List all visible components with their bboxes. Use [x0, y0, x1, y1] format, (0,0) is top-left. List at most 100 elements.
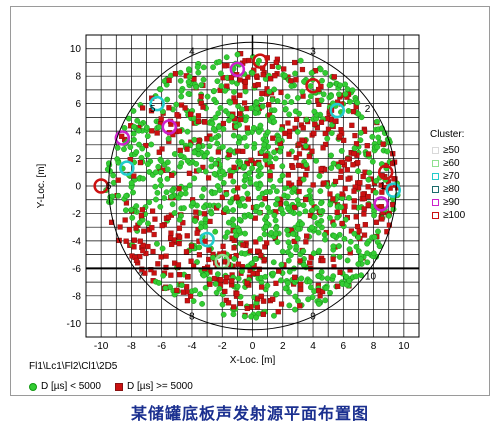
red-square-point: [307, 260, 313, 266]
green-circle-point: [128, 207, 135, 213]
green-circle-point: [258, 96, 265, 103]
cluster-marker: [373, 196, 389, 212]
y-tick-label: -4: [72, 236, 81, 247]
green-circle-point: [349, 87, 356, 94]
green-circle-point: [200, 186, 207, 192]
green-circle-point: [226, 117, 232, 124]
red-square-point: [296, 162, 302, 168]
red-square-point: [361, 211, 367, 217]
green-circle-point: [192, 287, 199, 294]
red-square-point: [235, 261, 242, 267]
red-square-point: [339, 159, 345, 165]
green-circle-point: [224, 229, 231, 236]
red-square-point: [117, 224, 123, 230]
green-circle-point: [284, 227, 291, 234]
green-circle-point: [311, 108, 318, 115]
green-circle-point: [163, 189, 170, 196]
red-square-point: [207, 218, 213, 225]
green-circle-point: [342, 91, 349, 97]
red-square-point: [185, 274, 191, 280]
green-circle-point: [288, 83, 295, 89]
green-circle-point: [249, 70, 256, 76]
green-circle-point: [114, 144, 121, 151]
green-circle-point: [337, 82, 343, 89]
green-circle-point: [223, 205, 230, 212]
red-square-point: [176, 225, 182, 231]
red-square-point: [360, 191, 366, 197]
green-circle-point: [307, 93, 314, 100]
red-square-point: [244, 305, 250, 312]
red-square-point: [223, 279, 229, 285]
red-square-point: [234, 194, 240, 200]
overlay: 4 3 5 2 6 1 7 10 8 9: [86, 35, 419, 331]
green-circle-point: [196, 244, 203, 251]
green-circle-point: [225, 219, 232, 226]
red-square-point: [293, 155, 299, 161]
green-circle-point: [271, 312, 277, 319]
red-square-point: [237, 77, 243, 83]
green-circle-point: [369, 158, 376, 165]
green-circle-point: [284, 193, 291, 200]
red-square-point: [196, 252, 203, 258]
green-circle-point: [317, 188, 324, 195]
red-square-point: [133, 257, 140, 264]
green-circle-point: [171, 210, 178, 216]
green-circle-point: [354, 99, 361, 106]
green-circle-point: [308, 70, 315, 76]
red-square-point: [184, 146, 190, 152]
green-circle-point: [316, 173, 323, 179]
green-circle-point: [316, 247, 323, 254]
green-circle-point: [223, 191, 230, 198]
green-circle-point: [286, 111, 293, 118]
green-circle-point: [286, 268, 293, 275]
green-circle-point: [201, 153, 208, 159]
green-circle-point: [264, 129, 271, 136]
green-circle-point: [317, 66, 324, 73]
green-circle-point: [208, 156, 215, 163]
red-square-point: [244, 280, 250, 286]
green-circle-point: [271, 212, 278, 219]
cluster-legend-label: ≥80: [443, 183, 460, 195]
red-square-point: [222, 288, 228, 295]
red-square-point: [169, 172, 175, 178]
cluster-marker: [252, 53, 268, 69]
red-square-point: [321, 180, 327, 186]
green-circle-point: [244, 190, 251, 197]
red-square-point: [286, 180, 292, 186]
green-circle-point: [127, 144, 134, 150]
segment-label: 3: [310, 46, 316, 57]
green-circle-point: [271, 118, 278, 125]
red-square-point: [131, 173, 137, 179]
red-square-point: [183, 249, 190, 255]
red-square-point: [227, 173, 234, 179]
green-circle-point: [146, 199, 153, 206]
green-circle-point: [293, 243, 300, 250]
red-square-point: [259, 90, 265, 97]
x-tick-label: -10: [94, 341, 109, 352]
red-square-point: [365, 202, 371, 208]
green-circle-point: [144, 151, 151, 158]
red-square-point: [225, 300, 232, 306]
red-square-point: [148, 267, 154, 273]
red-square-point: [312, 121, 318, 127]
red-square-point: [247, 248, 254, 254]
green-circle-point: [313, 157, 320, 164]
red-square-point: [241, 100, 248, 106]
green-circle-point: [157, 203, 164, 210]
red-square-point: [292, 274, 298, 280]
cluster-legend-label: ≥60: [443, 157, 460, 169]
y-tick-label: -8: [72, 291, 81, 302]
red-square-point: [108, 219, 115, 225]
green-circle-point: [219, 301, 226, 308]
red-square-point: [186, 170, 193, 176]
green-circle-point: [256, 209, 263, 216]
red-square-point: [365, 184, 371, 190]
green-circle-point: [366, 169, 373, 176]
green-circle-point: [210, 125, 217, 132]
red-square-point: [189, 243, 195, 249]
green-circle-point: [185, 79, 192, 85]
green-circle-point: [178, 93, 185, 100]
green-circle-point: [328, 152, 334, 159]
green-circle-point: [346, 194, 352, 201]
green-circle-point: [270, 183, 277, 190]
